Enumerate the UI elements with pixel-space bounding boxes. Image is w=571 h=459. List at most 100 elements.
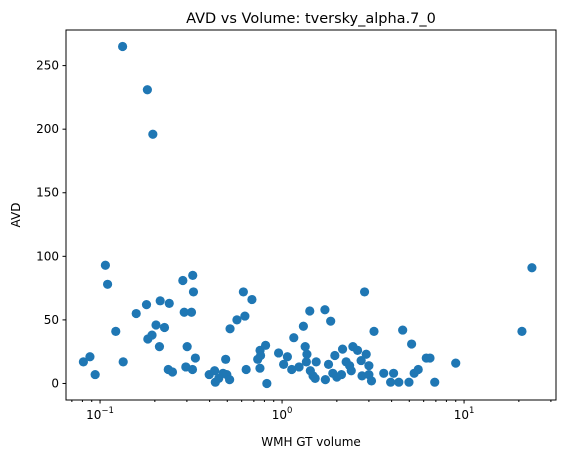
data-point-73 [337,344,348,354]
data-point-6 [118,357,128,367]
y-tick-label-0: 0 [51,376,59,390]
x-tick-label-0: 10−1 [86,406,114,422]
data-point-5 [111,326,121,336]
data-point-92 [404,377,414,387]
data-point-98 [430,377,440,387]
data-point-22 [179,307,189,317]
data-point-0 [117,41,128,52]
data-point-58 [302,349,312,359]
data-point-18 [164,298,174,308]
data-point-38 [225,324,235,334]
data-point-79 [356,355,366,366]
data-point-83 [364,361,374,371]
data-point-40 [238,287,248,297]
data-point-81 [359,287,370,297]
data-point-4 [102,279,113,289]
data-point-70 [330,350,340,361]
data-point-42 [241,364,251,375]
data-point-43 [247,294,257,305]
data-point-80 [357,371,367,381]
x-tick-label-1: 100 [272,406,293,422]
data-point-65 [320,305,330,315]
y-tick-label-3: 150 [36,186,59,200]
data-point-26 [188,287,199,297]
x-tick-label-2: 101 [454,406,475,422]
data-point-101 [527,263,537,273]
data-point-68 [326,316,336,326]
data-point-46 [255,350,266,361]
data-point-82 [361,349,371,359]
data-point-2 [148,129,158,139]
data-point-7 [78,357,88,367]
data-point-85 [366,376,377,386]
data-point-9 [90,369,100,380]
data-point-78 [352,345,363,356]
y-tick-label-1: 50 [44,313,59,327]
data-point-59 [301,357,311,367]
data-point-90 [394,377,404,387]
data-point-31 [210,366,220,376]
data-point-16 [155,296,165,306]
data-point-86 [369,326,379,336]
data-point-91 [398,325,408,335]
data-point-77 [346,366,356,376]
data-point-3 [100,260,110,270]
data-point-55 [294,362,304,372]
data-point-47 [255,363,265,373]
data-point-50 [273,348,284,358]
data-point-20 [167,367,178,377]
data-point-72 [336,369,347,380]
data-point-51 [279,359,289,369]
data-point-11 [141,300,152,310]
data-point-57 [300,342,310,352]
y-axis: 0 50 100 150 200 250 [36,59,66,390]
data-point-37 [225,375,235,385]
y-tick-label-5: 250 [36,59,59,73]
data-point-88 [386,377,396,387]
plot-frame [65,29,557,401]
data-point-35 [221,354,231,364]
chart-title: AVD vs Volume: tversky_alpha.7_0 [186,11,436,27]
data-point-13 [147,330,157,340]
data-points [78,41,537,389]
data-point-66 [320,375,330,385]
data-point-95 [413,364,423,375]
data-point-60 [305,306,315,316]
y-tick-label-4: 200 [36,122,59,136]
x-axis: 10−1 100 101 [71,400,552,422]
x-axis-title: WMH GT volume [261,435,361,449]
data-point-8 [85,352,95,362]
data-point-49 [262,378,272,389]
data-point-87 [379,368,389,378]
data-point-27 [186,307,197,317]
data-point-64 [311,357,321,367]
data-point-52 [282,352,292,362]
data-point-63 [310,373,320,383]
y-axis-title: AVD [9,203,23,228]
data-point-48 [260,340,271,350]
data-point-21 [178,275,188,286]
data-point-1 [142,85,152,95]
data-point-54 [289,333,299,343]
data-point-99 [451,358,461,368]
data-point-14 [151,320,161,330]
data-point-39 [232,315,242,325]
data-point-67 [323,359,334,369]
data-point-28 [190,353,200,363]
data-point-56 [298,321,308,331]
data-point-53 [287,364,297,375]
data-point-15 [154,342,165,352]
data-point-10 [131,308,141,319]
data-point-23 [182,342,192,352]
data-point-89 [388,368,399,378]
data-point-17 [159,322,170,333]
data-point-93 [407,339,417,349]
y-tick-label-2: 100 [36,249,59,263]
data-point-29 [187,364,198,375]
data-point-97 [425,353,435,363]
data-point-41 [240,311,250,321]
data-point-100 [517,326,527,336]
data-point-25 [188,270,198,280]
